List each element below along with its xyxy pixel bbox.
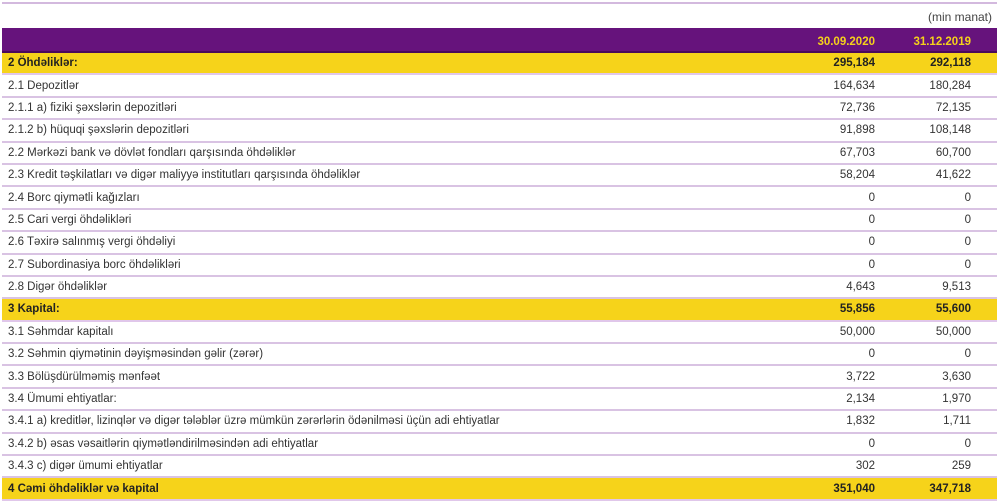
value-31-12-2019: 72,135 [887,96,997,121]
row-label: 3.4.2 b) əsas vəsaitlərin qiymətləndiril… [2,432,787,457]
table-row: 3.2 Səhmin qiymətinin dəyişməsindən gəli… [2,343,997,367]
table-row: 2.1 Depozitlər 164,634 180,284 [2,74,997,98]
table-row: 3.1 Səhmdar kapitalı 50,000 50,000 [2,320,997,345]
top-divider [2,2,997,4]
row-label: 2.1.1 a) fiziki şəxslərin depozitləri [2,96,787,121]
row-label: 2.1 Depozitlər [2,74,787,98]
row-label: 3.4 Ümumi ehtiyatlar: [2,387,787,412]
value-30-09-2020: 295,184 [787,52,887,76]
value-30-09-2020: 0 [787,432,887,457]
value-31-12-2019: 60,700 [887,141,997,165]
value-31-12-2019: 292,118 [887,52,997,76]
value-30-09-2020: 91,898 [787,119,887,143]
value-30-09-2020: 4,643 [787,275,887,300]
table-row: 3.4.3 c) digər ümumi ehtiyatlar 302 259 [2,455,997,479]
table-row: 2.1.2 b) hüquqi şəxslərin depozitləri 91,… [2,119,997,143]
row-label: 2.4 Borc qiymətli kağızları [2,186,787,210]
table-row: 2.5 Cari vergi öhdəlikləri 0 0 [2,208,997,233]
value-31-12-2019: 259 [887,455,997,479]
column-header-1: 30.09.2020 [787,28,887,53]
balance-table: 30.09.2020 31.12.2019 2 Öhdəliklər: 295,1… [2,28,997,501]
row-label: 3.1 Səhmdar kapitalı [2,320,787,345]
value-30-09-2020: 72,736 [787,96,887,121]
table-row: 2.4 Borc qiymətli kağızları 0 0 [2,186,997,210]
value-31-12-2019: 1,711 [887,410,997,434]
value-30-09-2020: 0 [787,343,887,367]
value-30-09-2020: 2,134 [787,387,887,412]
row-label: 2 Öhdəliklər: [2,52,787,76]
value-31-12-2019: 180,284 [887,74,997,98]
row-label: 2.2 Mərkəzi bank və dövlət fondları qarş… [2,141,787,165]
unit-label: (min manat) [927,10,992,24]
column-header-2: 31.12.2019 [887,28,997,53]
value-30-09-2020: 0 [787,186,887,210]
value-31-12-2019: 41,622 [887,163,997,188]
value-30-09-2020: 0 [787,253,887,277]
value-30-09-2020: 0 [787,231,887,255]
table-row: 2.3 Kredit təşkilatları və digər maliyyə… [2,163,997,188]
table-row-total: 3 Kapital: 55,856 55,600 [2,298,997,322]
value-31-12-2019: 55,600 [887,298,997,322]
value-30-09-2020: 50,000 [787,320,887,345]
value-30-09-2020: 0 [787,208,887,233]
value-31-12-2019: 1,970 [887,387,997,412]
table-row: 3.4.1 a) kreditlər, lizinqlər və digər t… [2,410,997,434]
value-31-12-2019: 0 [887,253,997,277]
table-row: 3.4 Ümumi ehtiyatlar: 2,134 1,970 [2,387,997,412]
table-row: 2.7 Subordinasiya borc öhdəlikləri 0 0 [2,253,997,277]
header-label-cell [2,28,787,53]
value-30-09-2020: 58,204 [787,163,887,188]
row-label: 3 Kapital: [2,298,787,322]
value-30-09-2020: 3,722 [787,365,887,389]
value-30-09-2020: 351,040 [787,477,887,501]
table-row: 3.3 Bölüşdürülməmiş mənfəət 3,722 3,630 [2,365,997,389]
table-row: 2.8 Digər öhdəliklər 4,643 9,513 [2,275,997,300]
row-label: 2.6 Təxirə salınmış vergi öhdəliyi [2,231,787,255]
value-30-09-2020: 302 [787,455,887,479]
value-31-12-2019: 50,000 [887,320,997,345]
table-header: 30.09.2020 31.12.2019 [2,28,997,53]
value-31-12-2019: 0 [887,231,997,255]
value-30-09-2020: 67,703 [787,141,887,165]
value-31-12-2019: 108,148 [887,119,997,143]
table-row: 2.2 Mərkəzi bank və dövlət fondları qarş… [2,141,997,165]
table-row: 2.6 Təxirə salınmış vergi öhdəliyi 0 0 [2,231,997,255]
row-label: 2.3 Kredit təşkilatları və digər maliyyə… [2,163,787,188]
value-30-09-2020: 55,856 [787,298,887,322]
table-row: 3.4.2 b) əsas vəsaitlərin qiymətləndiril… [2,432,997,457]
row-label: 3.4.1 a) kreditlər, lizinqlər və digər t… [2,410,787,434]
row-label: 2.5 Cari vergi öhdəlikləri [2,208,787,233]
row-label: 3.3 Bölüşdürülməmiş mənfəət [2,365,787,389]
value-31-12-2019: 0 [887,186,997,210]
value-31-12-2019: 3,630 [887,365,997,389]
row-label: 3.2 Səhmin qiymətinin dəyişməsindən gəli… [2,343,787,367]
row-label: 2.1.2 b) hüquqi şəxslərin depozitləri [2,119,787,143]
row-label: 2.8 Digər öhdəliklər [2,275,787,300]
value-31-12-2019: 0 [887,432,997,457]
value-31-12-2019: 9,513 [887,275,997,300]
value-31-12-2019: 347,718 [887,477,997,501]
value-31-12-2019: 0 [887,343,997,367]
value-30-09-2020: 164,634 [787,74,887,98]
table-row-total: 2 Öhdəliklər: 295,184 292,118 [2,52,997,76]
value-30-09-2020: 1,832 [787,410,887,434]
table-row: 2.1.1 a) fiziki şəxslərin depozitləri 72,… [2,96,997,121]
row-label: 4 Cəmi öhdəliklər və kapital [2,477,787,501]
table-row-total: 4 Cəmi öhdəliklər və kapital 351,040 347,7… [2,477,997,501]
row-label: 3.4.3 c) digər ümumi ehtiyatlar [2,455,787,479]
value-31-12-2019: 0 [887,208,997,233]
row-label: 2.7 Subordinasiya borc öhdəlikləri [2,253,787,277]
